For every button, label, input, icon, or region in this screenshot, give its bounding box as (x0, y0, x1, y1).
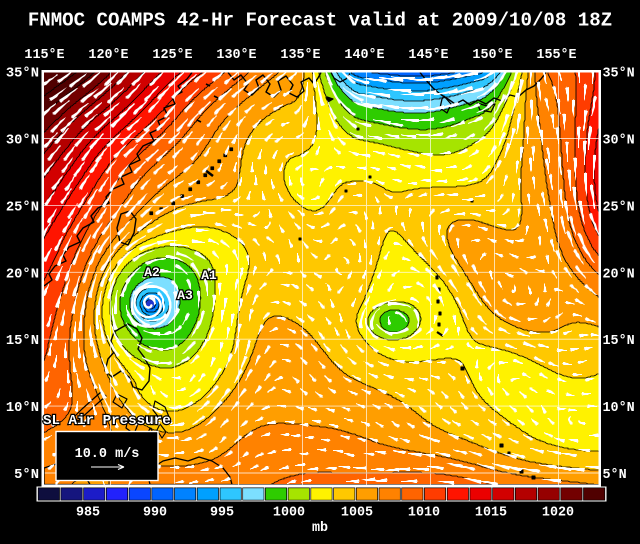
svg-text:20°N: 20°N (603, 267, 635, 282)
svg-text:5°N: 5°N (603, 468, 627, 483)
svg-text:10.0 m/s: 10.0 m/s (75, 447, 140, 462)
svg-text:1015: 1015 (475, 506, 507, 521)
svg-text:A2: A2 (144, 265, 160, 280)
svg-text:A1: A1 (201, 268, 217, 283)
svg-text:150°E: 150°E (472, 48, 512, 63)
svg-text:25°N: 25°N (603, 200, 635, 215)
svg-text:1000: 1000 (273, 506, 305, 521)
svg-text:15°N: 15°N (6, 333, 39, 349)
svg-text:1005: 1005 (341, 506, 373, 521)
svg-text:35°N: 35°N (6, 66, 39, 82)
svg-text:15°N: 15°N (603, 334, 635, 349)
svg-text:155°E: 155°E (536, 48, 576, 63)
svg-text:5°N: 5°N (14, 467, 39, 483)
svg-text:985: 985 (76, 506, 100, 521)
svg-text:1010: 1010 (408, 506, 440, 521)
svg-text:30°N: 30°N (6, 133, 39, 149)
svg-text:140°E: 140°E (344, 48, 384, 63)
svg-text:SL Air Pressure: SL Air Pressure (43, 413, 171, 429)
svg-text:A3: A3 (177, 288, 193, 303)
svg-text:145°E: 145°E (408, 48, 448, 63)
svg-text:25°N: 25°N (6, 199, 39, 215)
svg-text:1020: 1020 (542, 506, 574, 521)
svg-text:20°N: 20°N (6, 266, 39, 282)
svg-text:35°N: 35°N (603, 67, 635, 82)
svg-text:130°E: 130°E (216, 48, 256, 63)
svg-text:mb: mb (312, 521, 328, 536)
svg-text:120°E: 120°E (88, 48, 128, 63)
svg-text:10°N: 10°N (6, 400, 39, 416)
svg-text:115°E: 115°E (24, 48, 64, 63)
svg-text:135°E: 135°E (280, 48, 320, 63)
svg-text:FNMOC COAMPS 42-Hr Forecast va: FNMOC COAMPS 42-Hr Forecast valid at 200… (28, 10, 612, 32)
svg-text:990: 990 (143, 506, 167, 521)
svg-text:125°E: 125°E (152, 48, 192, 63)
svg-text:995: 995 (210, 506, 234, 521)
svg-text:30°N: 30°N (603, 134, 635, 149)
svg-text:10°N: 10°N (603, 401, 635, 416)
